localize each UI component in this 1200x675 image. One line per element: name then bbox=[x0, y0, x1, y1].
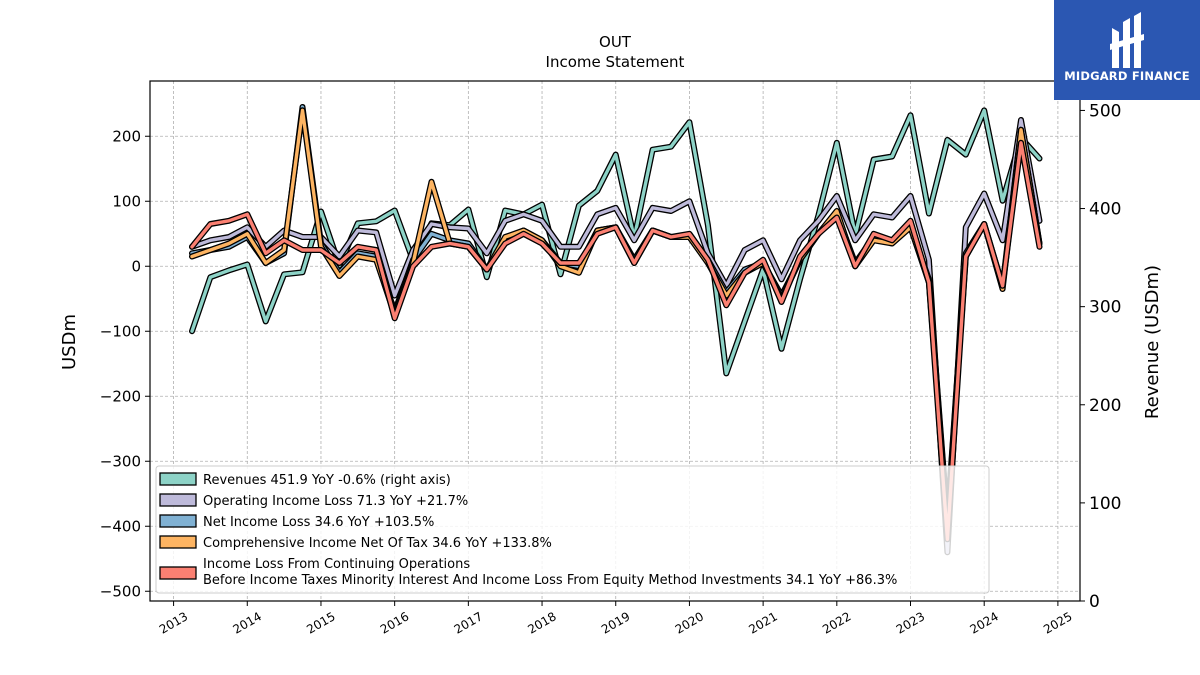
x-tick-label: 2025 bbox=[1041, 609, 1074, 636]
logo: MIDGARD FINANCE bbox=[1054, 0, 1200, 100]
y-right-tick-label: 500 bbox=[1089, 101, 1121, 121]
legend-swatch-comprehensive-income bbox=[159, 535, 197, 549]
y-tick-label: 100 bbox=[112, 192, 141, 210]
y-tick-label: −100 bbox=[100, 322, 141, 340]
legend-box bbox=[155, 465, 990, 594]
midgard-logo-icon bbox=[1110, 12, 1144, 68]
x-tick-label: 2021 bbox=[746, 609, 779, 636]
legend-entry-net-income: Net Income Loss 34.6 YoY +103.5% bbox=[159, 514, 434, 530]
legend-label-pretax-income-line2: Before Income Taxes Minority Interest An… bbox=[203, 573, 897, 588]
y-tick-label: 200 bbox=[112, 127, 141, 145]
y-right-tick-label: 300 bbox=[1089, 298, 1121, 318]
legend-label-comprehensive-income: Comprehensive Income Net Of Tax 34.6 YoY… bbox=[203, 536, 552, 551]
series-layer bbox=[189, 104, 1043, 556]
plot-frame bbox=[149, 80, 1081, 602]
x-tick-label: 2014 bbox=[231, 609, 264, 636]
left-axis: −500 −400 −300 −200 −100 0 100 200 bbox=[100, 127, 150, 600]
x-tick-label: 2013 bbox=[157, 609, 190, 636]
legend-label-net-income: Net Income Loss 34.6 YoY +103.5% bbox=[203, 515, 434, 530]
y-axis-label: USDm bbox=[59, 314, 80, 370]
series-line-operating-income bbox=[190, 118, 1042, 554]
series-line-pretax-income bbox=[190, 141, 1042, 541]
legend-label-pretax-income-line1: Income Loss From Continuing Operations bbox=[203, 557, 470, 572]
legend-swatch-pretax-income bbox=[159, 566, 197, 580]
y-right-tick-label: 200 bbox=[1089, 396, 1121, 416]
y-right-tick-label: 100 bbox=[1089, 494, 1121, 514]
y-right-tick-label: 0 bbox=[1089, 592, 1100, 612]
x-tick-label: 2017 bbox=[452, 609, 485, 636]
y-tick-label: −400 bbox=[100, 517, 141, 535]
right-axis: 0 100 200 300 400 500 bbox=[1080, 101, 1121, 612]
x-tick-label: 2019 bbox=[599, 609, 632, 636]
x-tick-label: 2020 bbox=[673, 609, 706, 636]
legend-entry-pretax-income: Income Loss From Continuing Operations B… bbox=[159, 557, 897, 588]
series-pretax-income bbox=[189, 139, 1043, 543]
x-tick-label: 2015 bbox=[304, 609, 337, 636]
y-tick-label: −300 bbox=[100, 452, 141, 470]
legend-swatch-revenues bbox=[159, 472, 197, 486]
legend-swatch-operating-income bbox=[159, 493, 197, 507]
y-tick-label: −200 bbox=[100, 387, 141, 405]
x-tick-label: 2024 bbox=[967, 609, 1000, 636]
chart-title: OUT bbox=[599, 33, 632, 51]
x-tick-label: 2022 bbox=[820, 609, 853, 636]
logo-text: MIDGARD FINANCE bbox=[1064, 69, 1190, 83]
series-operating-income bbox=[189, 117, 1043, 556]
legend-label-revenues: Revenues 451.9 YoY -0.6% (right axis) bbox=[203, 473, 451, 488]
y-tick-label: −500 bbox=[100, 582, 141, 600]
x-axis: 2013 2014 2015 2016 2017 2018 2019 2020 2021 2022… bbox=[157, 601, 1075, 637]
y-axis-right-label: Revenue (USDm) bbox=[1142, 265, 1163, 419]
y-right-tick-label: 400 bbox=[1089, 200, 1121, 220]
x-tick-label: 2018 bbox=[525, 609, 558, 636]
legend: Revenues 451.9 YoY -0.6% (right axis) Op… bbox=[155, 465, 990, 594]
legend-entry-comprehensive-income: Comprehensive Income Net Of Tax 34.6 YoY… bbox=[159, 535, 552, 551]
x-tick-label: 2023 bbox=[894, 609, 927, 636]
y-tick-label: 0 bbox=[131, 257, 141, 275]
legend-entry-operating-income: Operating Income Loss 71.3 YoY +21.7% bbox=[159, 493, 468, 509]
legend-swatch-net-income bbox=[159, 514, 197, 528]
x-tick-label: 2016 bbox=[378, 609, 411, 636]
legend-label-operating-income: Operating Income Loss 71.3 YoY +21.7% bbox=[203, 494, 468, 509]
legend-entry-revenues: Revenues 451.9 YoY -0.6% (right axis) bbox=[159, 472, 451, 488]
chart-subtitle: Income Statement bbox=[546, 53, 685, 71]
